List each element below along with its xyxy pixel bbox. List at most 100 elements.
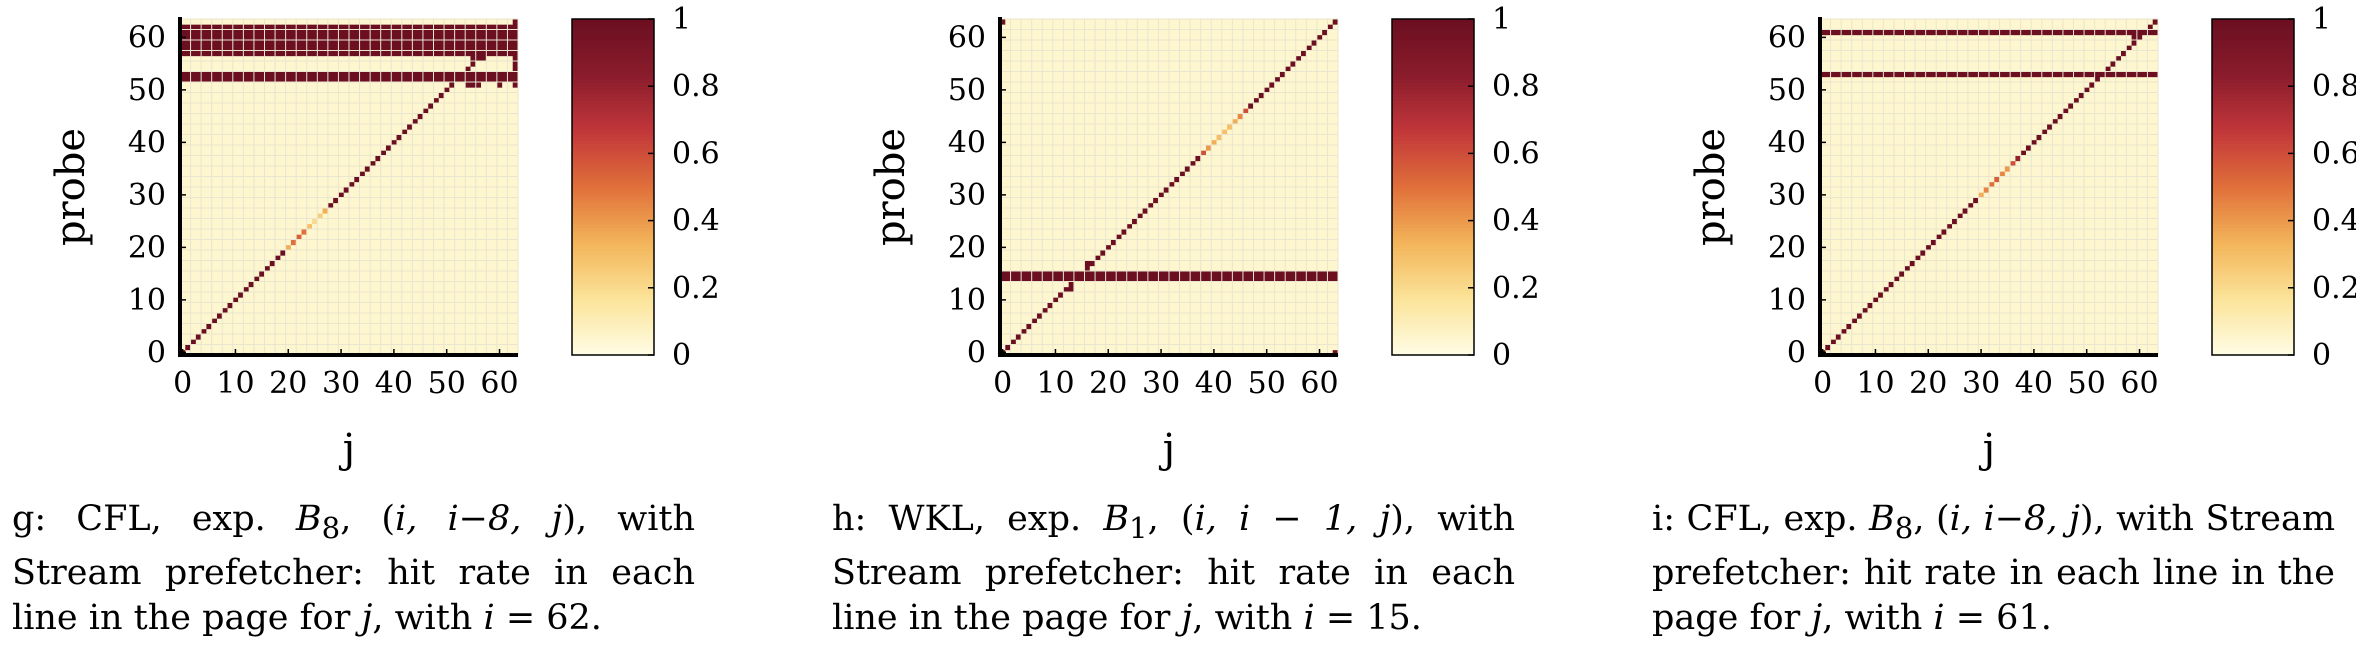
heatmap-cell bbox=[417, 344, 424, 351]
heatmap-cell bbox=[180, 323, 186, 330]
heatmap-cell bbox=[502, 71, 508, 78]
heatmap-cell bbox=[491, 271, 498, 277]
heatmap-cell bbox=[312, 349, 318, 356]
heatmap-cell bbox=[185, 155, 191, 162]
heatmap-cell bbox=[1327, 307, 1334, 314]
heatmap-cell bbox=[201, 292, 207, 298]
heatmap-cell bbox=[243, 160, 250, 167]
heatmap-cell bbox=[338, 192, 345, 198]
heatmap-cell bbox=[444, 181, 450, 188]
heatmap-cell bbox=[285, 208, 292, 214]
heatmap-cell bbox=[269, 239, 276, 246]
heatmap-cell bbox=[259, 276, 265, 282]
heatmap-cell bbox=[195, 229, 202, 235]
heatmap-cell bbox=[216, 55, 223, 62]
heatmap-cell bbox=[206, 276, 213, 282]
heatmap-cell bbox=[243, 55, 250, 62]
heatmap-cell bbox=[275, 34, 281, 41]
heatmap-cell bbox=[444, 265, 450, 272]
heatmap-cell bbox=[269, 129, 276, 135]
heatmap-cell bbox=[391, 160, 397, 167]
heatmap-cell bbox=[1285, 344, 1291, 351]
heatmap-cell bbox=[385, 344, 392, 351]
heatmap-cell bbox=[1132, 349, 1138, 356]
heatmap-cell bbox=[486, 61, 492, 67]
heatmap-cell bbox=[370, 19, 376, 25]
heatmap-cell bbox=[306, 334, 313, 340]
heatmap-cell bbox=[349, 250, 355, 256]
heatmap-cell bbox=[507, 271, 514, 277]
heatmap-cell bbox=[343, 234, 350, 240]
heatmap-cell bbox=[317, 318, 323, 324]
heatmap-cell bbox=[1311, 349, 1318, 356]
heatmap-cell bbox=[459, 19, 466, 25]
heatmap-cell bbox=[1174, 349, 1180, 356]
heatmap-cell bbox=[481, 87, 487, 93]
heatmap-cell bbox=[222, 103, 228, 109]
heatmap-cell bbox=[391, 202, 397, 209]
heatmap-cell bbox=[222, 87, 228, 93]
heatmap-cell bbox=[232, 87, 239, 93]
heatmap-cell bbox=[1126, 323, 1133, 330]
heatmap-cell bbox=[180, 160, 186, 167]
heatmap-cell bbox=[1110, 318, 1117, 324]
heatmap-cell bbox=[1021, 344, 1027, 351]
heatmap-cell bbox=[238, 40, 244, 46]
heatmap-cell bbox=[222, 150, 228, 156]
heatmap-cell bbox=[327, 302, 334, 309]
heatmap-cell bbox=[454, 318, 461, 324]
heatmap-cell bbox=[317, 166, 323, 172]
heatmap-cell bbox=[401, 45, 408, 51]
heatmap-cell bbox=[491, 208, 498, 214]
heatmap-cell bbox=[481, 24, 487, 30]
heatmap-cell bbox=[322, 40, 329, 46]
heatmap-cell bbox=[454, 40, 461, 46]
heatmap-cell bbox=[232, 286, 239, 293]
heatmap-cell bbox=[232, 297, 239, 303]
heatmap-cell bbox=[401, 197, 408, 204]
heatmap-cell bbox=[380, 281, 387, 288]
heatmap-cell bbox=[459, 76, 466, 83]
colorbar-segment bbox=[572, 99, 654, 104]
heatmap-cell bbox=[1005, 334, 1011, 340]
heatmap-cell bbox=[512, 202, 519, 209]
heatmap-cell bbox=[1036, 307, 1043, 314]
heatmap-cell bbox=[211, 334, 218, 340]
heatmap-cell bbox=[322, 202, 329, 209]
heatmap-cell bbox=[201, 328, 207, 335]
heatmap-cell bbox=[253, 271, 260, 277]
heatmap-cell bbox=[407, 223, 413, 230]
heatmap-cell bbox=[422, 66, 429, 72]
heatmap-cell bbox=[296, 108, 302, 114]
heatmap-cell bbox=[343, 66, 350, 72]
heatmap-cell bbox=[470, 197, 477, 204]
heatmap-cell bbox=[343, 302, 350, 309]
heatmap-cell bbox=[401, 202, 408, 209]
heatmap-cell bbox=[491, 344, 498, 351]
heatmap-cell bbox=[248, 24, 255, 30]
heatmap-cell bbox=[248, 66, 255, 72]
heatmap-cell bbox=[327, 82, 334, 88]
heatmap-cell bbox=[512, 134, 519, 141]
heatmap-cell bbox=[422, 61, 429, 67]
heatmap-cell bbox=[338, 145, 345, 151]
heatmap-cell bbox=[238, 55, 244, 62]
heatmap-cell bbox=[327, 349, 334, 356]
heatmap-cell bbox=[396, 160, 403, 167]
heatmap-cell bbox=[496, 197, 503, 204]
heatmap-cell bbox=[206, 323, 213, 330]
heatmap-cell bbox=[195, 286, 202, 293]
heatmap-cell bbox=[243, 92, 250, 99]
heatmap-cell bbox=[401, 313, 408, 319]
heatmap-cell bbox=[1052, 334, 1059, 340]
heatmap-cell bbox=[1100, 302, 1107, 309]
heatmap-cell bbox=[190, 150, 197, 156]
heatmap-cell bbox=[201, 55, 207, 62]
heatmap-cell bbox=[216, 113, 223, 120]
heatmap-cell bbox=[454, 250, 461, 256]
heatmap-cell bbox=[359, 286, 366, 293]
heatmap-cell bbox=[496, 103, 503, 109]
colorbar-segment bbox=[572, 304, 654, 309]
heatmap-cell bbox=[180, 45, 186, 51]
heatmap-cell bbox=[180, 82, 186, 88]
